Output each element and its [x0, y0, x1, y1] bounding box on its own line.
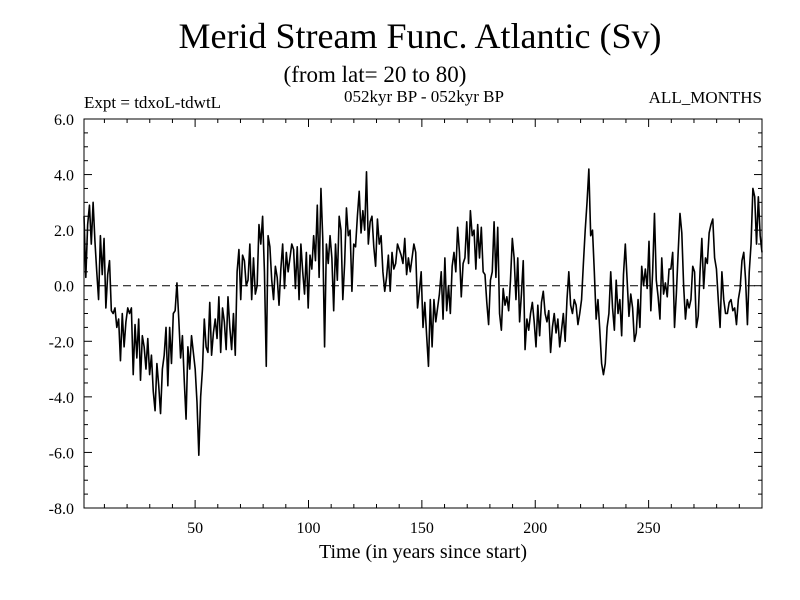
y-axis: -8.0 -6.0 -4.0 -2.0 0.0 2.0 4.0 6.0	[49, 112, 762, 518]
y-tick-label: 4.0	[54, 168, 74, 185]
y-tick-label: -8.0	[49, 501, 74, 518]
series-line	[83, 168, 763, 457]
x-axis: 50 100 150 200 250	[103, 119, 740, 537]
x-tick-label: 200	[523, 520, 547, 537]
x-tick-label: 100	[296, 520, 320, 537]
y-tick-label: 0.0	[54, 279, 74, 296]
months-label: ALL_MONTHS	[649, 88, 762, 107]
x-tick-label: 150	[410, 520, 434, 537]
y-tick-label: -6.0	[49, 445, 74, 462]
y-tick-label: 6.0	[54, 112, 74, 129]
plot-frame	[83, 118, 763, 509]
x-axis-label: Time (in years since start)	[319, 541, 527, 563]
y-tick-label: 2.0	[54, 223, 74, 240]
x-tick-label: 50	[187, 520, 203, 537]
y-tick-label: -2.0	[49, 334, 74, 351]
chart-subtitle: (from lat= 20 to 80)	[284, 62, 467, 87]
x-tick-label: 250	[637, 520, 661, 537]
chart-title: Merid Stream Func. Atlantic (Sv)	[179, 16, 662, 56]
experiment-label: Expt = tdxoL-tdwtL	[84, 93, 221, 112]
y-tick-label: -4.0	[49, 390, 74, 407]
period-label: 052kyr BP - 052kyr BP	[344, 87, 504, 106]
